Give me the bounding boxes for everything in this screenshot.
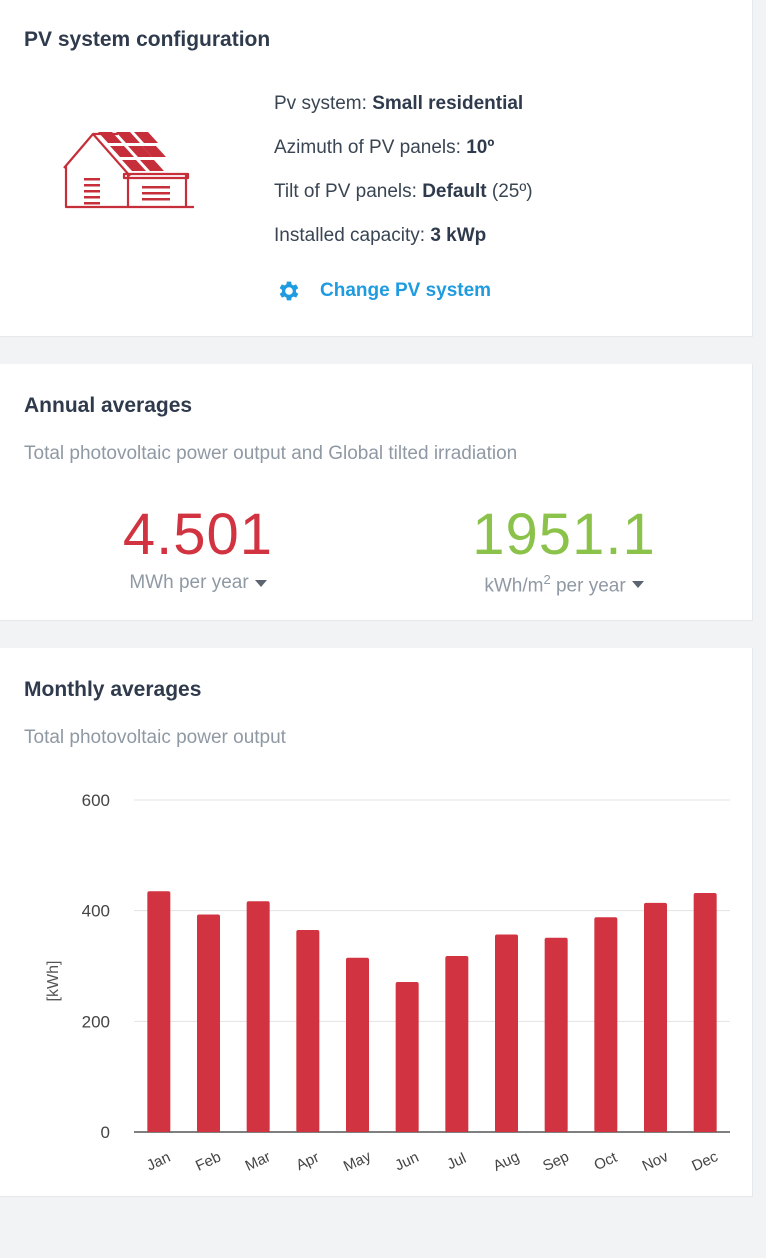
bar-mar: [246, 901, 270, 1132]
y-tick-label: 400: [82, 902, 110, 921]
pv-config-title: PV system configuration: [24, 28, 271, 51]
x-tick-label: May: [341, 1148, 374, 1176]
x-tick-label: Aug: [491, 1148, 522, 1175]
tilt-value: Default: [422, 181, 487, 202]
monthly-averages-card: Monthly averages Total photovoltaic powe…: [0, 648, 753, 1197]
x-tick-label: Apr: [293, 1149, 321, 1174]
chevron-down-icon: [631, 581, 644, 589]
bar-apr: [296, 930, 320, 1132]
x-tick-label: Feb: [193, 1148, 224, 1174]
y-tick-label: 0: [101, 1123, 110, 1142]
pv-system-row: Pv system: Small residential: [274, 93, 524, 114]
pv-output-value: 4.501: [122, 502, 274, 567]
x-tick-label: Dec: [689, 1148, 721, 1175]
x-tick-label: Nov: [640, 1148, 672, 1175]
y-tick-label: 600: [82, 791, 110, 810]
gti-unit-dropdown[interactable]: kWh/m2 per year: [484, 572, 644, 597]
bar-jan: [147, 891, 171, 1132]
change-pv-system-button[interactable]: Change PV system: [276, 278, 491, 304]
bar-feb: [197, 914, 220, 1132]
bar-aug: [495, 934, 518, 1132]
change-pv-system-label: Change PV system: [320, 280, 492, 301]
pv-config-details: Pv system: Small residential Azimuth of …: [274, 90, 533, 266]
chevron-down-icon: [254, 579, 267, 587]
annual-averages-subtitle: Total photovoltaic power output and Glob…: [24, 443, 518, 464]
pv-output-metric: 4.501 MWh per year: [68, 504, 328, 594]
x-tick-label: Sep: [540, 1148, 571, 1175]
gti-value: 1951.1: [472, 502, 656, 567]
pv-config-card: PV system configuration: [0, 0, 753, 337]
bar-oct: [594, 917, 618, 1132]
house-icon: [63, 132, 194, 209]
gear-icon: [279, 281, 299, 301]
annual-averages-title: Annual averages: [24, 394, 193, 417]
bar-sep: [544, 937, 568, 1132]
monthly-averages-subtitle: Total photovoltaic power output: [24, 727, 286, 748]
bar-jun: [395, 982, 419, 1132]
gti-metric: 1951.1 kWh/m2 per year: [434, 504, 694, 597]
x-tick-label: Mar: [243, 1148, 274, 1174]
bar-nov: [644, 902, 667, 1132]
azimuth-row: Azimuth of PV panels: 10º: [274, 137, 495, 158]
x-tick-label: Oct: [591, 1149, 620, 1175]
capacity-row: Installed capacity: 3 kWp: [274, 225, 487, 246]
tilt-row: Tilt of PV panels: Default (25º): [274, 181, 533, 202]
x-tick-label: Jun: [392, 1149, 421, 1175]
pv-system-value: Small residential: [372, 93, 524, 114]
x-tick-label: Jul: [444, 1150, 469, 1174]
bar-dec: [693, 892, 717, 1132]
gti-unit-label: kWh/m2 per year: [484, 572, 626, 597]
y-axis-label: [kWh]: [45, 961, 62, 1002]
monthly-bar-chart: 0 200 400 600 [kWh] Jan Feb Mar Apr May Jun Jul Aug S…: [45, 791, 730, 1176]
bar-jul: [445, 956, 469, 1132]
pv-unit-label: MWh per year: [129, 572, 249, 593]
annual-averages-card: Annual averages Total photovoltaic power…: [0, 364, 753, 621]
bar-may: [346, 957, 369, 1132]
azimuth-value: 10º: [466, 137, 495, 158]
pv-unit-dropdown[interactable]: MWh per year: [129, 572, 267, 594]
capacity-value: 3 kWp: [430, 225, 487, 246]
monthly-averages-title: Monthly averages: [24, 678, 202, 701]
y-tick-label: 200: [82, 1012, 110, 1031]
x-tick-label: Jan: [144, 1149, 173, 1175]
